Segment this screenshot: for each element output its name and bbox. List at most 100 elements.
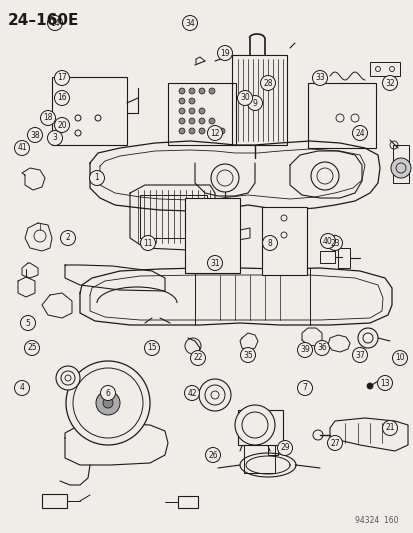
Circle shape <box>314 341 329 356</box>
Text: 39: 39 <box>299 345 309 354</box>
Text: 7: 7 <box>302 384 307 392</box>
Text: 42: 42 <box>187 389 196 398</box>
Circle shape <box>235 405 274 445</box>
Text: 4: 4 <box>19 384 24 392</box>
Circle shape <box>327 236 342 251</box>
Text: 22: 22 <box>193 353 202 362</box>
Text: 12: 12 <box>210 128 219 138</box>
Bar <box>267 439 277 455</box>
Circle shape <box>218 128 224 134</box>
Circle shape <box>237 91 252 106</box>
Circle shape <box>178 88 185 94</box>
Circle shape <box>140 236 155 251</box>
Circle shape <box>390 158 410 178</box>
Text: 94324  160: 94324 160 <box>354 516 398 525</box>
Text: 34: 34 <box>185 19 195 28</box>
Circle shape <box>209 88 214 94</box>
Text: 27: 27 <box>330 439 339 448</box>
Circle shape <box>56 366 80 390</box>
Circle shape <box>60 230 75 246</box>
Text: 28: 28 <box>263 78 272 87</box>
Circle shape <box>178 128 185 134</box>
Circle shape <box>189 128 195 134</box>
Text: 41: 41 <box>17 143 27 152</box>
Circle shape <box>209 118 214 124</box>
Circle shape <box>182 15 197 30</box>
Text: 17: 17 <box>57 74 66 83</box>
Text: 16: 16 <box>57 93 66 102</box>
Circle shape <box>24 341 39 356</box>
Circle shape <box>312 70 327 85</box>
Circle shape <box>377 376 392 391</box>
Circle shape <box>262 236 277 251</box>
Text: 23: 23 <box>330 238 339 247</box>
Text: 20: 20 <box>57 120 66 130</box>
Bar <box>337 248 349 268</box>
Circle shape <box>207 255 222 271</box>
Text: 32: 32 <box>384 78 394 87</box>
Circle shape <box>260 76 275 91</box>
Circle shape <box>100 385 115 400</box>
Circle shape <box>199 108 204 114</box>
Text: 40: 40 <box>322 237 332 246</box>
Text: 9: 9 <box>252 99 257 108</box>
Circle shape <box>55 117 69 133</box>
Circle shape <box>209 128 214 134</box>
Circle shape <box>366 383 372 389</box>
Bar <box>192 206 230 268</box>
Circle shape <box>351 348 367 362</box>
Circle shape <box>89 171 104 185</box>
Circle shape <box>14 381 29 395</box>
Text: 30: 30 <box>240 93 249 102</box>
Circle shape <box>144 341 159 356</box>
Circle shape <box>382 421 396 435</box>
Text: 26: 26 <box>208 450 217 459</box>
Text: 38: 38 <box>30 131 40 140</box>
Text: 6: 6 <box>105 389 110 398</box>
Text: 3: 3 <box>52 133 57 142</box>
Circle shape <box>96 391 120 415</box>
Circle shape <box>320 233 335 248</box>
Bar <box>178 496 197 508</box>
Circle shape <box>217 45 232 61</box>
Circle shape <box>199 88 204 94</box>
Circle shape <box>327 435 342 450</box>
Circle shape <box>55 70 69 85</box>
Bar <box>307 83 375 148</box>
Circle shape <box>189 108 195 114</box>
Bar <box>42 494 67 508</box>
Circle shape <box>247 95 262 110</box>
Text: 11: 11 <box>143 238 152 247</box>
Bar <box>369 62 399 76</box>
Circle shape <box>184 385 199 400</box>
Bar <box>319 251 334 263</box>
Circle shape <box>357 328 377 348</box>
Circle shape <box>40 110 55 125</box>
Text: 10: 10 <box>394 353 404 362</box>
Circle shape <box>199 128 204 134</box>
Text: 36: 36 <box>316 343 326 352</box>
Text: 1: 1 <box>95 174 99 182</box>
Text: 24: 24 <box>354 128 364 138</box>
Circle shape <box>47 15 62 30</box>
Circle shape <box>47 131 62 146</box>
Circle shape <box>351 125 367 141</box>
Circle shape <box>178 118 185 124</box>
Text: 35: 35 <box>242 351 252 359</box>
Circle shape <box>178 108 185 114</box>
Circle shape <box>277 440 292 456</box>
Text: 18: 18 <box>43 114 52 123</box>
Circle shape <box>199 379 230 411</box>
Text: 29: 29 <box>280 443 289 453</box>
Circle shape <box>205 448 220 463</box>
Circle shape <box>178 98 185 104</box>
Bar <box>168 83 235 145</box>
Bar <box>261 207 306 275</box>
Text: 15: 15 <box>147 343 157 352</box>
Circle shape <box>207 125 222 141</box>
Circle shape <box>189 98 195 104</box>
Circle shape <box>27 127 43 142</box>
Bar <box>185 198 240 273</box>
Bar <box>52 77 127 145</box>
Text: 33: 33 <box>314 74 324 83</box>
